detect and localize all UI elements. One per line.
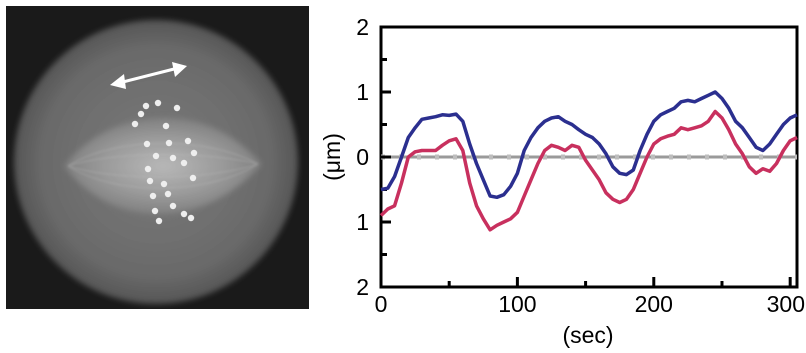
kinetochore-spot (165, 191, 171, 197)
y-tick-label: 2 (356, 274, 369, 300)
micrograph-image (6, 6, 309, 309)
y-tick-label: 1 (356, 209, 369, 235)
x-tick-label: 100 (498, 291, 536, 317)
kinetochore-spot (138, 111, 144, 117)
kinetochore-spot (132, 121, 138, 127)
kinetochore-spot (174, 105, 180, 111)
kinetochore-spot (150, 193, 156, 199)
kinetochore-spot (145, 166, 151, 172)
y-tick-label: 0 (356, 144, 369, 170)
x-axis-title: (sec) (562, 322, 613, 348)
kinetochore-spot (161, 181, 167, 187)
kinetochore-spot (181, 211, 187, 217)
kinetochore-spot (155, 100, 161, 106)
x-tick-label: 0 (375, 291, 388, 317)
kinetochore-spot (144, 141, 150, 147)
kinetochore-spot (170, 155, 176, 161)
x-axis-ticks: 0 100 200 300 (375, 277, 805, 317)
y-tick-label: 1 (356, 79, 369, 105)
kinetochore-spot (191, 150, 197, 156)
kinetochore-spot (190, 175, 196, 181)
kinetochore-spot (147, 178, 153, 184)
kinetochore-spot (163, 123, 169, 129)
kinetochore-spot (166, 140, 172, 146)
kinetochore-spot (170, 203, 176, 209)
series-line-2 (381, 112, 797, 230)
y-axis-title: (μm) (319, 133, 345, 181)
kinetochore-spot (188, 215, 194, 221)
y-tick-label: 2 (356, 14, 369, 40)
kinetochore-spot (143, 103, 149, 109)
kinetochore-spot (152, 208, 158, 214)
x-tick-label: 200 (635, 291, 673, 317)
kinetochore-spot (185, 138, 191, 144)
x-tick-label: 300 (767, 291, 805, 317)
series-lines (381, 92, 797, 230)
displacement-chart: 2 1 0 1 2 0 100 200 300 (sec) (μm) (318, 0, 806, 353)
y-axis-ticks: 2 1 0 1 2 (356, 14, 391, 300)
kinetochore-spot (156, 218, 162, 224)
kinetochore-spot (153, 153, 159, 159)
kinetochore-spot (181, 160, 187, 166)
